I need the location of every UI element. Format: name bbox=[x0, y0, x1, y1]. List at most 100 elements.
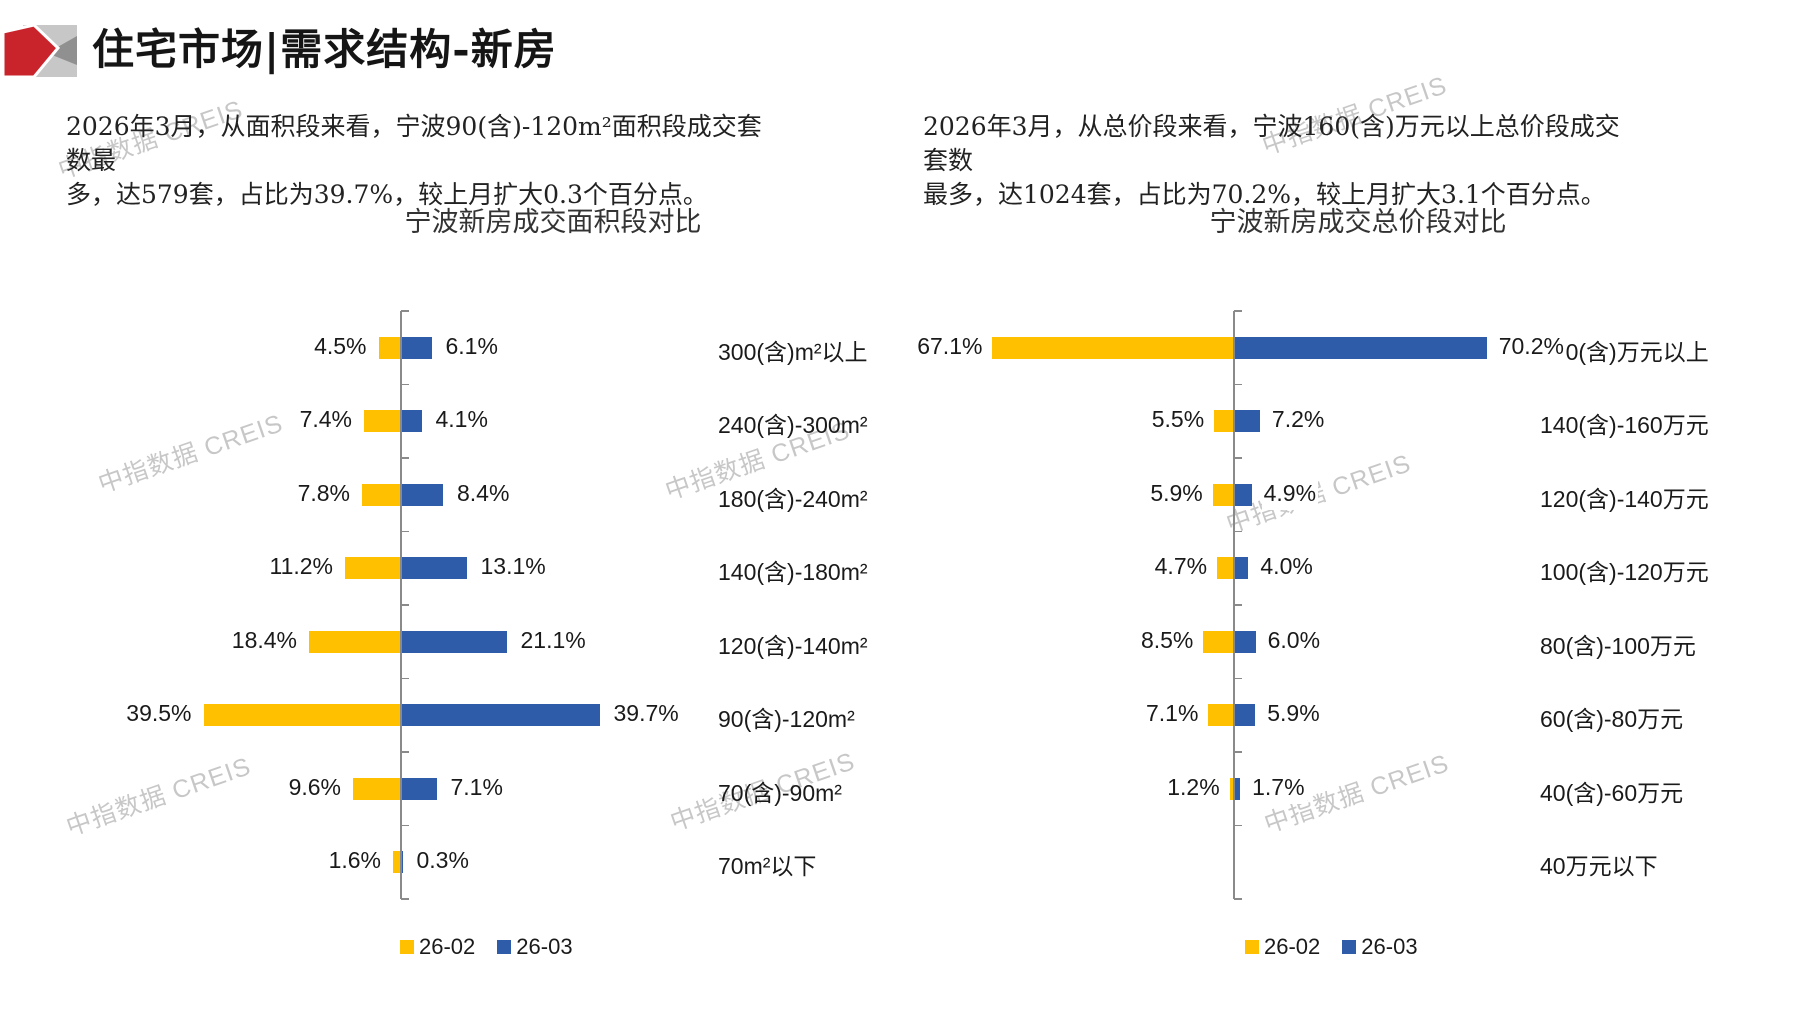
axis-tick bbox=[1234, 604, 1242, 606]
summary-line: 最多，达1024套，占比为70.2%，较上月扩大3.1个百分点。 bbox=[923, 180, 1606, 209]
summary-line: 2026年3月，从总价段来看，宁波160(含)万元以上总价段成交套数 bbox=[923, 112, 1620, 175]
bar-26-02 bbox=[393, 851, 401, 874]
chart-title-price-segment: 宁波新房成交总价段对比 bbox=[1209, 207, 1507, 238]
bar-26-03 bbox=[401, 336, 432, 359]
category-label: 240(含)-300m² bbox=[718, 412, 868, 439]
legend-swatch bbox=[1342, 940, 1357, 954]
axis-tick bbox=[1234, 457, 1242, 459]
legend-label: 26-02 bbox=[419, 934, 476, 959]
value-label-26-02: 7.4% bbox=[299, 406, 352, 433]
bar-26-02 bbox=[345, 557, 401, 580]
logo-shape-red bbox=[3, 23, 61, 79]
value-label-26-02: 5.5% bbox=[1151, 406, 1205, 433]
value-label-26-03: 70.2% bbox=[1496, 332, 1566, 363]
legend-item: 26-03 bbox=[497, 934, 573, 960]
value-label-26-03: 39.7% bbox=[611, 700, 681, 731]
bar-26-03 bbox=[1234, 704, 1256, 727]
value-label-26-02: 11.2% bbox=[269, 553, 333, 580]
bar-26-03 bbox=[401, 410, 422, 433]
value-label-26-03: 1.7% bbox=[1250, 773, 1307, 804]
bar-26-02 bbox=[992, 336, 1234, 359]
value-label-26-03: 21.1% bbox=[518, 626, 588, 657]
value-label-26-03: 4.0% bbox=[1258, 553, 1315, 584]
bar-26-02 bbox=[1208, 704, 1234, 727]
value-label-26-03: 13.1% bbox=[478, 553, 548, 584]
brand-logo bbox=[3, 23, 77, 79]
value-label-26-03: 6.1% bbox=[443, 332, 500, 363]
bar-26-03 bbox=[401, 483, 443, 506]
value-label-26-03: 8.4% bbox=[455, 479, 512, 510]
bar-26-03 bbox=[1234, 557, 1249, 580]
category-label: 60(含)-80万元 bbox=[1540, 706, 1684, 733]
value-label-26-02: 5.9% bbox=[1150, 479, 1203, 506]
value-label-26-02: 18.4% bbox=[231, 626, 297, 653]
value-label-26-02: 67.1% bbox=[917, 332, 983, 359]
legend-swatch bbox=[1245, 940, 1259, 954]
axis-tick bbox=[1234, 310, 1242, 312]
value-label-26-02: 39.5% bbox=[126, 700, 192, 727]
legend-price-chart: 26-02 26-03 bbox=[1245, 934, 1418, 960]
value-label-26-02: 7.8% bbox=[297, 479, 350, 506]
bar-26-02 bbox=[1203, 630, 1234, 653]
bar-26-02 bbox=[203, 704, 401, 727]
value-label-26-02: 1.6% bbox=[328, 847, 381, 874]
category-label: 140(含)-180m² bbox=[718, 559, 868, 586]
summary-price-segment: 2026年3月，从总价段来看，宁波160(含)万元以上总价段成交套数 最多，达1… bbox=[923, 110, 1643, 212]
axis-tick bbox=[401, 530, 409, 532]
axis-tick bbox=[401, 383, 409, 385]
bar-26-03 bbox=[1234, 777, 1241, 800]
axis-tick bbox=[401, 310, 409, 312]
bar-26-03 bbox=[401, 704, 600, 727]
category-label: 120(含)-140万元 bbox=[1540, 485, 1709, 512]
value-label-26-03: 7.2% bbox=[1269, 406, 1327, 437]
bar-26-03 bbox=[1234, 410, 1260, 433]
legend-area-chart: 26-02 26-03 bbox=[400, 934, 573, 960]
value-label-26-03: 7.1% bbox=[448, 773, 505, 804]
value-label-26-03: 0.3% bbox=[414, 847, 471, 878]
legend-item: 26-03 bbox=[1342, 934, 1418, 960]
legend-swatch bbox=[497, 940, 512, 954]
category-label: 40(含)-60万元 bbox=[1540, 779, 1684, 806]
axis-tick bbox=[401, 824, 409, 826]
axis-tick bbox=[401, 604, 409, 606]
bar-26-03 bbox=[401, 630, 507, 653]
axis-tick bbox=[1234, 530, 1242, 532]
bar-26-03 bbox=[1234, 630, 1256, 653]
legend-item: 26-02 bbox=[1245, 934, 1320, 960]
summary-area-segment: 2026年3月，从面积段来看，宁波90(含)-120m²面积段成交套数最 多，达… bbox=[66, 110, 786, 212]
legend-item: 26-02 bbox=[400, 934, 475, 960]
logo-shape-dark bbox=[47, 36, 77, 65]
chart-title-area-segment: 宁波新房成交面积段对比 bbox=[404, 207, 702, 238]
axis-tick bbox=[401, 751, 409, 753]
value-label-26-02: 7.1% bbox=[1146, 700, 1199, 727]
value-label-26-03: 6.0% bbox=[1265, 626, 1323, 657]
value-label-26-02: 8.5% bbox=[1140, 626, 1194, 653]
bar-26-03 bbox=[401, 777, 437, 800]
value-label-26-03: 5.9% bbox=[1265, 700, 1322, 731]
bar-26-02 bbox=[1217, 557, 1234, 580]
bar-26-03 bbox=[1234, 336, 1487, 359]
category-label: 70(含)-90m² bbox=[718, 779, 842, 806]
bar-26-02 bbox=[1212, 483, 1234, 506]
category-label: 140(含)-160万元 bbox=[1540, 412, 1709, 439]
axis-tick bbox=[1234, 751, 1242, 753]
bar-26-02 bbox=[362, 483, 401, 506]
summary-line: 多，达579套，占比为39.7%，较上月扩大0.3个百分点。 bbox=[66, 180, 708, 209]
legend-label: 26-02 bbox=[1264, 934, 1321, 959]
axis-tick bbox=[1234, 824, 1242, 826]
category-label: 120(含)-140m² bbox=[718, 632, 868, 659]
page-title: 住宅市场|需求结构-新房 bbox=[92, 25, 557, 74]
bar-26-02 bbox=[309, 630, 401, 653]
axis-tick bbox=[1234, 383, 1242, 385]
value-label-26-02: 9.6% bbox=[288, 773, 341, 800]
legend-swatch bbox=[400, 940, 414, 954]
bar-26-02 bbox=[364, 410, 401, 433]
bar-26-02 bbox=[1229, 777, 1234, 800]
value-label-26-02: 4.7% bbox=[1154, 553, 1208, 580]
legend-label: 26-03 bbox=[1361, 934, 1418, 959]
category-label: 90(含)-120m² bbox=[718, 706, 855, 733]
axis-tick bbox=[401, 677, 409, 679]
axis-tick bbox=[401, 457, 409, 459]
